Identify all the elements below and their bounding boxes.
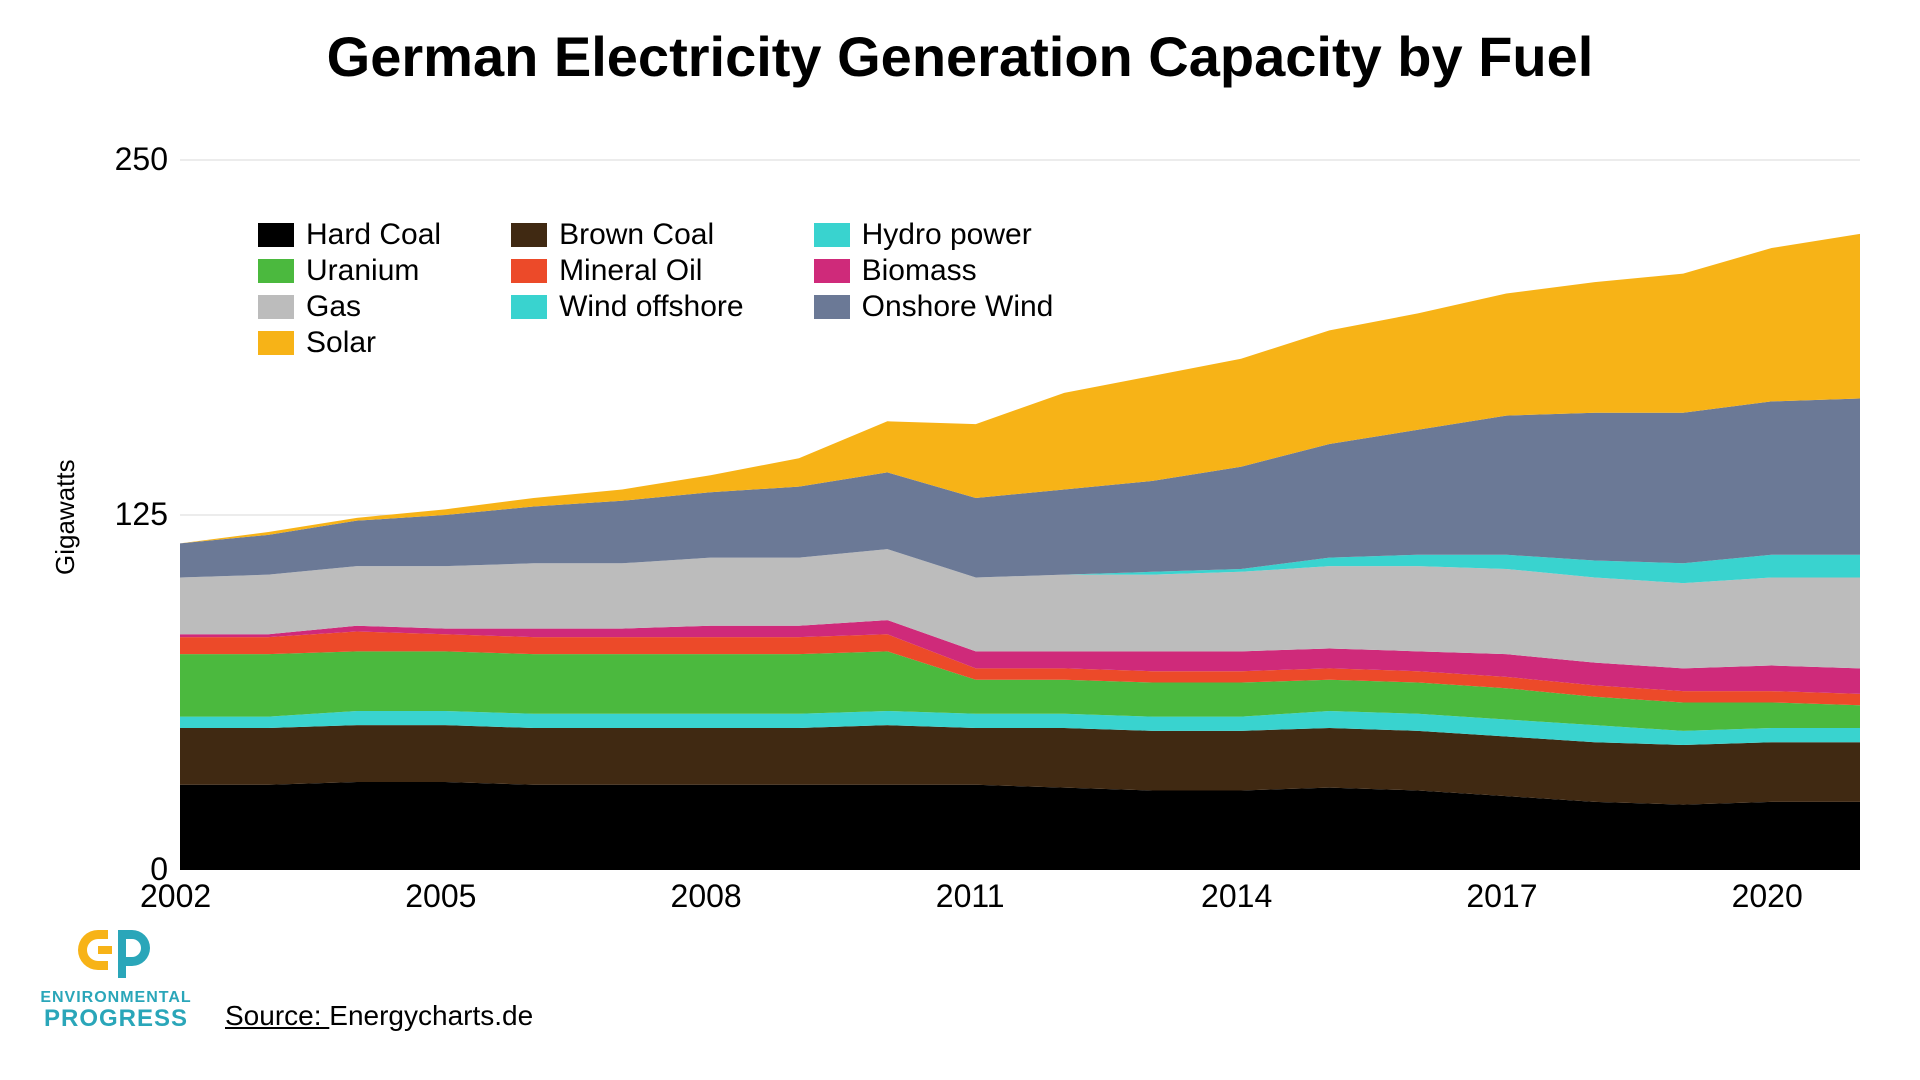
legend-label: Gas	[306, 290, 361, 324]
legend-item-hard_coal: Hard Coal	[258, 218, 441, 252]
legend-label: Brown Coal	[559, 218, 714, 252]
x-tick-label: 2008	[671, 878, 742, 915]
stacked-area-chart	[0, 0, 1920, 1080]
legend-label: Biomass	[862, 254, 977, 288]
legend-item-mineral_oil: Mineral Oil	[511, 254, 744, 288]
legend-swatch	[511, 259, 547, 283]
legend-item-gas: Gas	[258, 290, 441, 324]
x-tick-label: 2017	[1466, 878, 1537, 915]
legend-swatch	[258, 259, 294, 283]
legend: Hard Coal Brown Coal Hydro power Uranium Min…	[258, 218, 1053, 360]
legend-label: Solar	[306, 326, 376, 360]
legend-item-uranium: Uranium	[258, 254, 441, 288]
legend-swatch	[258, 295, 294, 319]
legend-swatch	[258, 331, 294, 355]
legend-swatch	[814, 223, 850, 247]
x-tick-label: 2014	[1201, 878, 1272, 915]
legend-swatch	[511, 223, 547, 247]
x-tick-label: 2005	[405, 878, 476, 915]
legend-item-brown_coal: Brown Coal	[511, 218, 744, 252]
legend-item-hydro: Hydro power	[814, 218, 1054, 252]
x-tick-label: 2020	[1732, 878, 1803, 915]
environmental-progress-logo: ENVIRONMENTALPROGRESS	[36, 930, 196, 1040]
legend-label: Uranium	[306, 254, 419, 288]
legend-swatch	[258, 223, 294, 247]
legend-item-wind_offshore: Wind offshore	[511, 290, 744, 324]
source-prefix: Source:	[225, 1000, 329, 1031]
legend-label: Mineral Oil	[559, 254, 702, 288]
svg-text:ENVIRONMENTAL: ENVIRONMENTAL	[40, 989, 191, 1006]
source-citation: Source: Energycharts.de	[225, 1000, 533, 1032]
legend-label: Hard Coal	[306, 218, 441, 252]
legend-label: Wind offshore	[559, 290, 744, 324]
page-root: German Electricity Generation Capacity b…	[0, 0, 1920, 1080]
svg-text:PROGRESS: PROGRESS	[44, 1005, 188, 1032]
legend-item-biomass: Biomass	[814, 254, 1054, 288]
legend-item-solar: Solar	[258, 326, 441, 360]
source-text: Energycharts.de	[329, 1000, 533, 1031]
legend-swatch	[814, 259, 850, 283]
x-tick-label: 2011	[936, 878, 1005, 915]
legend-label: Hydro power	[862, 218, 1032, 252]
legend-label: Onshore Wind	[862, 290, 1054, 324]
legend-item-onshore_wind: Onshore Wind	[814, 290, 1054, 324]
y-tick-label: 125	[115, 496, 168, 533]
x-tick-label: 2002	[140, 878, 211, 915]
legend-swatch	[814, 295, 850, 319]
y-tick-label: 250	[115, 141, 168, 178]
legend-swatch	[511, 295, 547, 319]
